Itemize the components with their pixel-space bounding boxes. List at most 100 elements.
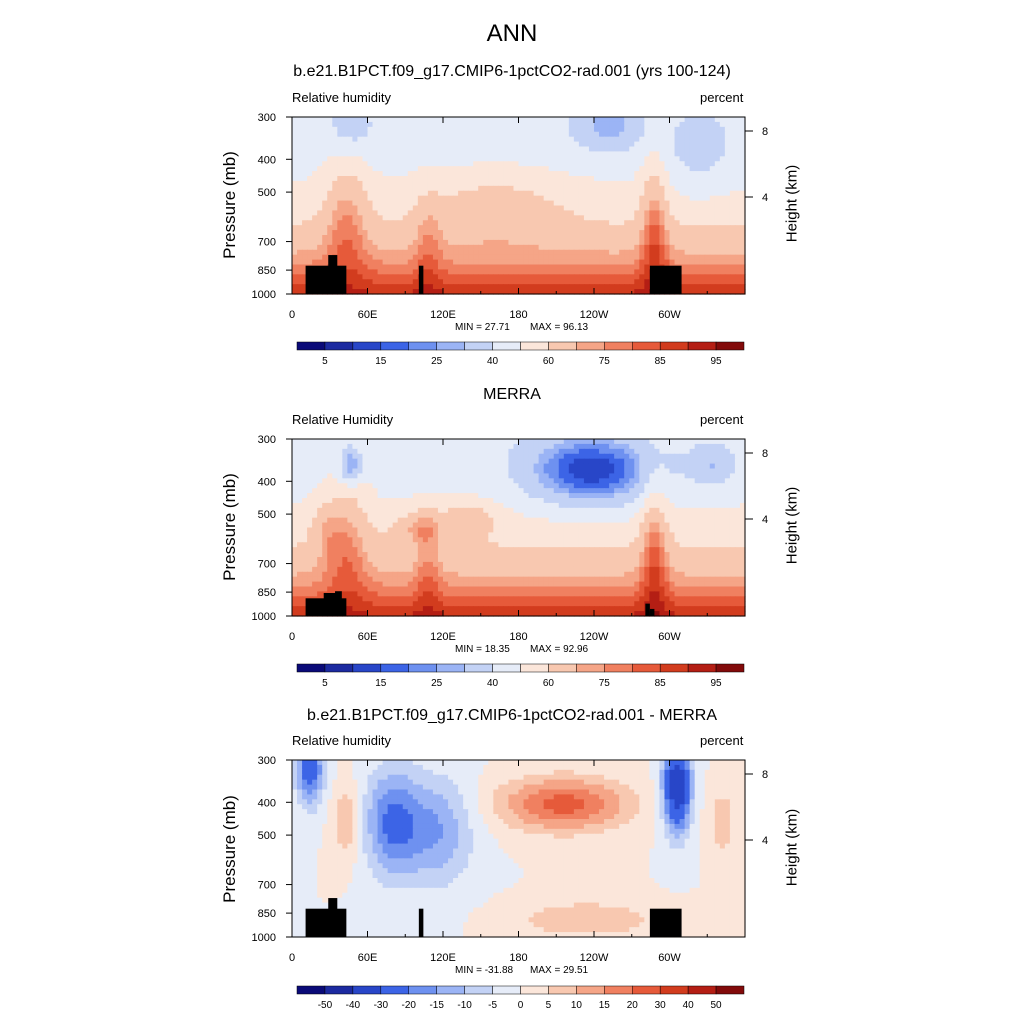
heat-cell — [669, 225, 676, 231]
heat-cell — [558, 279, 565, 285]
heat-cell — [397, 136, 404, 143]
heat-cell — [629, 274, 635, 280]
heat-cell — [513, 269, 520, 275]
heat-cell — [508, 215, 515, 221]
heat-cell — [659, 488, 666, 494]
heat-cell — [317, 488, 323, 494]
heat-cell — [553, 498, 560, 504]
heat-cell — [654, 126, 661, 133]
heat-cell — [583, 259, 590, 266]
heat-cell — [714, 126, 721, 133]
heat-cell — [377, 478, 384, 484]
heat-cell — [342, 195, 348, 202]
heat-cell — [739, 269, 746, 275]
heat-cell — [558, 239, 565, 246]
heat-cell — [443, 269, 449, 275]
heat-cell — [538, 146, 545, 153]
heat-cell — [704, 453, 711, 460]
heat-cell — [347, 488, 353, 494]
heat-cell — [407, 473, 414, 479]
heat-cell — [503, 185, 510, 192]
heat-cell — [382, 443, 389, 450]
heat-cell — [573, 439, 580, 445]
heat-cell — [322, 522, 328, 529]
heat-cell — [654, 235, 661, 241]
heat-cell — [437, 190, 444, 197]
heat-cell — [513, 279, 520, 285]
heat-cell — [498, 146, 504, 153]
heat-cell — [719, 239, 726, 246]
heat-cell — [704, 468, 711, 475]
heat-cell — [312, 161, 318, 167]
heat-cell — [317, 493, 323, 499]
heat-cell — [493, 220, 499, 226]
heat-cell — [402, 230, 409, 236]
heat-cell — [629, 156, 635, 162]
heat-cell — [563, 161, 570, 167]
heat-cell — [719, 141, 726, 148]
heat-cell — [649, 171, 655, 177]
heat-cell — [427, 180, 434, 187]
heat-cell — [432, 488, 439, 494]
heat-cell — [533, 244, 540, 251]
heat-cell — [684, 126, 691, 133]
heat-cell — [634, 502, 640, 509]
heat-cell — [443, 443, 449, 450]
heat-cell — [558, 259, 565, 266]
heat-cell — [694, 235, 701, 241]
heat-cell — [719, 473, 726, 479]
heat-cell — [317, 141, 323, 148]
heat-cell — [397, 259, 404, 266]
heat-cell — [412, 136, 419, 143]
heat-cell — [699, 269, 706, 275]
heat-cell — [699, 473, 706, 479]
heat-cell — [312, 200, 318, 207]
heat-cell — [538, 274, 545, 280]
heat-cell — [362, 117, 369, 123]
heat-cell — [508, 136, 515, 143]
heat-cell — [629, 502, 635, 509]
heat-cell — [458, 244, 464, 251]
heat-cell — [367, 493, 374, 499]
heat-cell — [659, 161, 666, 167]
heat-cell — [684, 156, 691, 162]
heat-cell — [302, 151, 308, 157]
heat-cell — [518, 517, 525, 524]
heat-cell — [317, 180, 323, 187]
heat-cell — [427, 289, 434, 295]
heat-cell — [664, 161, 671, 167]
heat-cell — [327, 121, 333, 128]
heat-cell — [528, 195, 535, 202]
heat-cell — [402, 176, 409, 182]
heat-cell — [674, 483, 681, 489]
heat-cell — [639, 220, 645, 226]
heat-cell — [503, 439, 510, 445]
heat-cell — [302, 498, 308, 504]
heat-cell — [488, 453, 494, 460]
heat-cell — [518, 166, 525, 172]
heat-cell — [594, 259, 600, 266]
heat-cell — [538, 136, 545, 143]
heat-cell — [297, 269, 303, 275]
heat-cell — [523, 254, 530, 261]
heat-cell — [437, 117, 444, 123]
heat-cell — [312, 483, 318, 489]
heat-cell — [634, 161, 640, 167]
heat-cell — [553, 166, 560, 172]
heat-cell — [332, 239, 338, 246]
heat-cell — [714, 244, 721, 251]
heat-cell — [367, 239, 374, 246]
heat-cell — [478, 244, 484, 251]
heat-cell — [392, 522, 399, 529]
heat-cell — [473, 274, 479, 280]
heat-cell — [734, 458, 741, 465]
heat-cell — [453, 190, 459, 197]
heat-cell — [624, 289, 630, 295]
heat-cell — [553, 264, 560, 271]
heat-cell — [417, 190, 424, 197]
heat-cell — [458, 166, 464, 172]
heat-cell — [412, 131, 419, 138]
heat-cell — [654, 176, 661, 182]
heat-cell — [513, 126, 520, 133]
heat-cell — [347, 239, 353, 246]
